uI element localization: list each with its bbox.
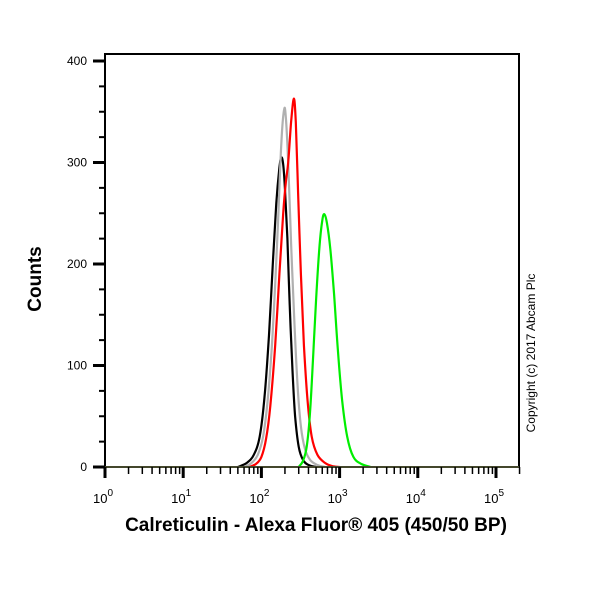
histogram-curves — [237, 97, 372, 469]
curve-red — [248, 97, 340, 469]
x-axis: 100 101 102 103 104 105 — [93, 467, 521, 506]
x-tick-label: 105 — [484, 488, 504, 506]
plot-frame — [104, 53, 520, 468]
y-axis: 0 100 200 300 400 — [67, 54, 105, 474]
x-tick-label: 100 — [93, 488, 113, 506]
y-tick-label: 400 — [67, 54, 87, 68]
x-tick-label: 101 — [171, 488, 191, 506]
y-tick-label: 100 — [67, 359, 87, 373]
y-tick-label: 0 — [80, 460, 87, 474]
curve-grey — [243, 106, 326, 469]
curve-black — [237, 156, 317, 469]
y-tick-label: 200 — [67, 257, 87, 271]
y-axis-label: Counts — [25, 246, 46, 311]
y-tick-label: 300 — [67, 156, 87, 170]
x-tick-label: 102 — [249, 488, 269, 506]
x-axis-label: Calreticulin - Alexa Fluor® 405 (450/50 … — [125, 515, 507, 536]
x-tick-label: 104 — [406, 488, 426, 506]
curve-green — [297, 213, 372, 469]
x-tick-label: 103 — [328, 488, 348, 506]
copyright-notice: Copyright (c) 2017 Abcam Plc — [524, 274, 538, 433]
